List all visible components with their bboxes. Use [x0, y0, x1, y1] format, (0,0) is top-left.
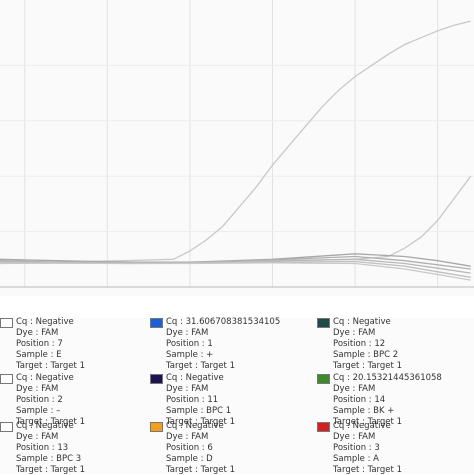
- legend-entry[interactable]: Cq : Negative Dye : FAM Position : 12 Sampl…: [317, 317, 474, 371]
- legend-position: Position : 7: [16, 339, 63, 349]
- legend-target: Target : Target 1: [16, 465, 85, 475]
- legend-target: Target : Target 1: [333, 417, 402, 427]
- series-line-0: [0, 20, 471, 265]
- well-legend: Cq : Negative Dye : FAM Position : 7 Sample…: [0, 317, 474, 475]
- legend-sample: Sample : D: [166, 454, 213, 464]
- legend-color-swatch: [0, 374, 13, 384]
- legend-position: Position : 14: [333, 395, 386, 405]
- legend-color-swatch: [150, 422, 163, 432]
- legend-color-swatch: [317, 422, 330, 432]
- legend-entry[interactable]: Cq : 31.606708381534105 Dye : FAM Position…: [150, 317, 310, 371]
- legend-position: Position : 13: [16, 443, 69, 453]
- legend-entry[interactable]: Cq : Negative Dye : FAM Position : 2 Sample…: [0, 373, 160, 427]
- amplification-chart: 101520253035: [0, 0, 474, 311]
- legend-sample: Sample : BK +: [333, 406, 395, 416]
- legend-color-swatch: [317, 374, 330, 384]
- legend-sample: Sample : –: [16, 406, 61, 416]
- legend-target: Target : Target 1: [166, 361, 235, 371]
- legend-color-swatch: [150, 374, 163, 384]
- legend-position: Position : 3: [333, 443, 380, 453]
- legend-sample: Sample : +: [166, 350, 214, 360]
- legend-cq: Cq : Negative: [166, 373, 224, 383]
- legend-entry[interactable]: Cq : Negative Dye : FAM Position : 13 Sampl…: [0, 421, 160, 475]
- legend-dye: Dye : FAM: [16, 384, 59, 394]
- legend-cq: Cq : Negative: [16, 421, 74, 431]
- legend-position: Position : 11: [166, 395, 219, 405]
- legend-position: Position : 2: [16, 395, 63, 405]
- legend-entry[interactable]: Cq : Negative Dye : FAM Position : 11 Sampl…: [150, 373, 310, 427]
- legend-sample: Sample : BPC 3: [16, 454, 82, 464]
- legend-dye: Dye : FAM: [16, 328, 59, 338]
- legend-dye: Dye : FAM: [16, 432, 59, 442]
- legend-sample: Sample : BPC 1: [166, 406, 232, 416]
- legend-target: Target : Target 1: [16, 417, 85, 427]
- legend-target: Target : Target 1: [166, 417, 235, 427]
- legend-sample: Sample : E: [16, 350, 62, 360]
- legend-entry[interactable]: Cq : 20.15321445361058 Dye : FAM Position …: [317, 373, 474, 427]
- legend-cq: Cq : Negative: [166, 421, 224, 431]
- legend-target: Target : Target 1: [16, 361, 85, 371]
- legend-color-swatch: [0, 318, 13, 328]
- legend-dye: Dye : FAM: [166, 384, 209, 394]
- series-line-6: [0, 262, 471, 281]
- legend-dye: Dye : FAM: [166, 432, 209, 442]
- legend-position: Position : 12: [333, 339, 386, 349]
- plot-grid: [0, 0, 474, 287]
- legend-dye: Dye : FAM: [333, 384, 376, 394]
- legend-cq: Cq : 20.15321445361058: [333, 373, 442, 383]
- legend-color-swatch: [0, 422, 13, 432]
- legend-cq: Cq : Negative: [16, 373, 74, 383]
- legend-cq: Cq : 31.606708381534105: [166, 317, 281, 327]
- legend-position: Position : 6: [166, 443, 213, 453]
- legend-entry[interactable]: Cq : Negative Dye : FAM Position : 7 Sample…: [0, 317, 160, 371]
- legend-entry[interactable]: Cq : Negative Dye : FAM Position : 6 Sample…: [150, 421, 310, 475]
- legend-color-swatch: [317, 318, 330, 328]
- legend-sample: Sample : A: [333, 454, 379, 464]
- legend-target: Target : Target 1: [333, 361, 402, 371]
- amplification-plot: 101520253035: [0, 0, 474, 311]
- legend-position: Position : 1: [166, 339, 213, 349]
- legend-cq: Cq : Negative: [333, 421, 391, 431]
- legend-dye: Dye : FAM: [166, 328, 209, 338]
- series-line-1: [0, 175, 472, 265]
- legend-target: Target : Target 1: [166, 465, 235, 475]
- legend-sample: Sample : BPC 2: [333, 350, 399, 360]
- legend-dye: Dye : FAM: [333, 328, 376, 338]
- legend-dye: Dye : FAM: [333, 432, 376, 442]
- legend-target: Target : Target 1: [333, 465, 402, 475]
- legend-color-swatch: [150, 318, 163, 328]
- plot-series: [0, 20, 472, 281]
- legend-cq: Cq : Negative: [16, 317, 74, 327]
- legend-entry[interactable]: Cq : Negative Dye : FAM Position : 3 Sample…: [317, 421, 474, 475]
- legend-cq: Cq : Negative: [333, 317, 391, 327]
